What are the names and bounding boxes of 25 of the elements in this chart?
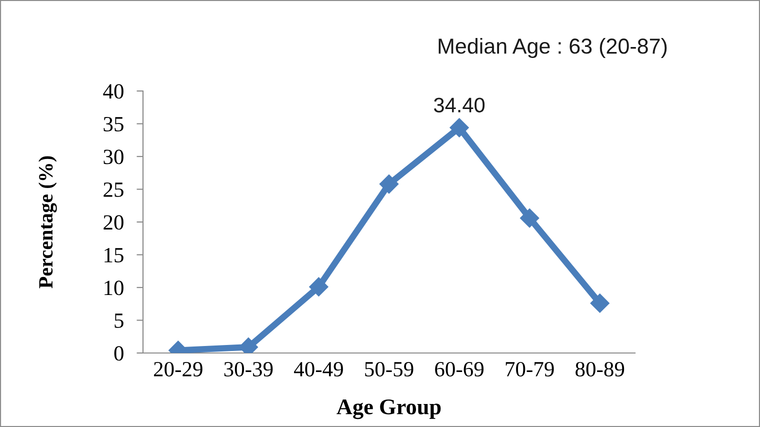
x-tick-label: 30-39 [224, 362, 273, 376]
x-tick-label: 50-59 [365, 362, 414, 376]
x-tick-label: 70-79 [506, 362, 554, 376]
point [520, 208, 540, 228]
y-tick-label: 10 [104, 280, 124, 296]
y-tick-label: 30 [104, 150, 124, 164]
y-tick-label: 20 [104, 215, 124, 230]
x-tick-label: 40-49 [294, 362, 343, 376]
y-tick-label: 5 [114, 314, 124, 328]
y-tick-label: 25 [104, 182, 124, 197]
y-tick-label: 0 [114, 346, 124, 361]
point [590, 294, 610, 313]
y-tick-label: 15 [104, 248, 124, 262]
point [450, 118, 469, 138]
y-axis-title: Percentage (%) [38, 156, 57, 288]
data-label: 34.40 [434, 98, 485, 112]
point [379, 174, 399, 194]
x-tick-label: 80-89 [576, 362, 624, 376]
x-axis-title: Age Group [336, 399, 441, 420]
point [309, 277, 328, 296]
y-tick-label: 40 [103, 84, 124, 99]
text: Median Age : 63 (20-87) [438, 38, 667, 58]
y-tick-label: 35 [104, 116, 124, 132]
x-tick-label: 60-69 [435, 362, 484, 376]
x-tick-label: 20-29 [154, 362, 202, 376]
